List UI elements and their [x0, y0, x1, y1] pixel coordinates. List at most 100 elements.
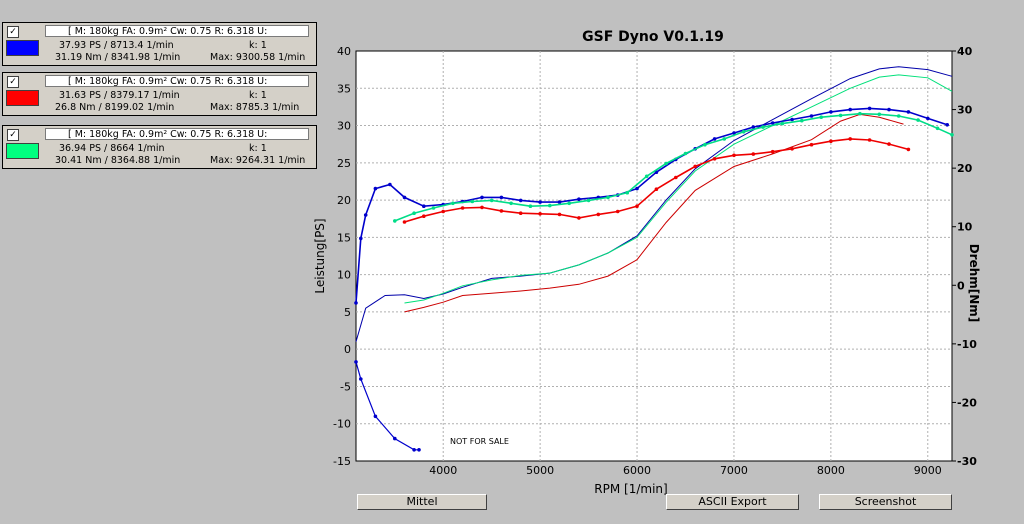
torque-point-1 [867, 106, 872, 111]
torque-point-3 [509, 201, 513, 206]
curve-2-torque: 26.8 Nm / 8199.02 1/min [55, 102, 175, 113]
y-tick-label: 10 [337, 269, 351, 282]
mittel-button[interactable]: Mittel [357, 494, 487, 510]
torque-point-2 [422, 214, 426, 218]
screenshot-button[interactable]: Screenshot [819, 494, 952, 510]
torque-point-3 [800, 118, 804, 123]
torque-point-3 [950, 133, 954, 137]
plot-area [355, 50, 953, 462]
curve-3-color-swatch[interactable] [6, 143, 39, 159]
torque-point-2 [712, 157, 717, 161]
torque-point-3 [761, 125, 765, 129]
torque-point-3 [877, 112, 882, 117]
torque-point-2 [615, 209, 620, 214]
torque-point-3 [683, 151, 688, 156]
y2-tick-label: 10 [957, 221, 973, 234]
curve-2-max: Max: 8785.3 1/min [210, 102, 300, 113]
torque-point-3 [722, 137, 727, 141]
y-tick-label: 40 [337, 45, 351, 58]
torque-point-3 [858, 111, 862, 116]
power-tail-point [393, 436, 397, 441]
torque-point-1 [770, 121, 775, 125]
torque-point-2 [790, 147, 794, 151]
curve-3-checkbox[interactable]: ✓ [7, 129, 19, 141]
torque-point-2 [557, 212, 562, 217]
torque-point-1 [557, 200, 562, 204]
torque-point-3 [528, 204, 533, 208]
y-tick-label: -15 [333, 455, 351, 468]
torque-point-2 [635, 204, 639, 208]
torque-point-2 [751, 152, 756, 156]
x-tick-label: 5000 [526, 464, 554, 477]
curve-3-max: Max: 9264.31 1/min [210, 155, 306, 166]
curve-2-power: 31.63 PS / 8379.17 1/min [59, 90, 180, 101]
y-tick-label: 20 [337, 194, 351, 207]
curve-2-checkbox[interactable]: ✓ [7, 76, 19, 88]
torque-point-2 [770, 149, 775, 154]
chart-title: GSF Dyno V0.1.19 [582, 29, 724, 45]
power-tail-point [359, 377, 363, 381]
power-line-2 [404, 113, 904, 313]
torque-point-2 [596, 212, 601, 217]
y2-tick-label: 40 [957, 45, 973, 58]
torque-point-2 [829, 139, 833, 143]
curve-3-power: 36.94 PS / 8664 1/min [59, 143, 165, 154]
y-tick-label: 35 [337, 82, 351, 95]
curve-1-k: k: 1 [249, 40, 267, 51]
power-tail-point [417, 448, 421, 452]
torque-point-3 [412, 211, 416, 215]
torque-point-2 [848, 137, 852, 141]
torque-point-2 [480, 205, 484, 210]
curve-1-color-swatch[interactable] [6, 40, 39, 56]
y2-tick-label: 20 [957, 162, 973, 175]
torque-point-2 [441, 209, 446, 214]
torque-point-1 [577, 197, 581, 201]
torque-point-3 [664, 161, 668, 166]
curve-1-torque: 31.19 Nm / 8341.98 1/min [55, 52, 181, 63]
x-tick-label: 8000 [817, 464, 845, 477]
torque-line-3 [394, 112, 953, 222]
torque-point-1 [422, 204, 426, 208]
torque-point-1 [809, 114, 814, 118]
torque-point-1 [829, 110, 833, 114]
power-line-3 [404, 74, 953, 304]
torque-point-3 [838, 113, 843, 118]
torque-point-1 [480, 195, 484, 200]
y-tick-label: 30 [337, 120, 351, 133]
torque-point-1 [373, 186, 378, 191]
curve-3-header: [ M: 180kg FA: 0.9m² Cw: 0.75 R: 6.318 U… [45, 128, 309, 140]
ascii-export-button[interactable]: ASCII Export [666, 494, 799, 510]
x-tick-label: 6000 [623, 464, 651, 477]
torque-point-3 [431, 206, 436, 210]
torque-point-3 [567, 201, 571, 206]
curve-panel-3: ✓ [ M: 180kg FA: 0.9m² Cw: 0.75 R: 6.318… [2, 125, 317, 169]
curve-panel-1: ✓ [ M: 180kg FA: 0.9m² Cw: 0.75 R: 6.318… [2, 22, 317, 66]
torque-point-3 [606, 195, 610, 200]
curve-1-max: Max: 9300.58 1/min [210, 52, 306, 63]
torque-point-1 [751, 125, 756, 129]
torque-point-3 [548, 203, 552, 208]
torque-point-3 [935, 126, 940, 131]
torque-point-1 [790, 117, 794, 122]
torque-point-2 [499, 209, 504, 213]
torque-point-3 [451, 201, 455, 206]
y2-tick-label: -30 [957, 455, 977, 468]
torque-point-1 [518, 198, 523, 203]
power-tail-point [373, 414, 378, 419]
watermark: NOT FOR SALE [450, 437, 509, 446]
curve-panel-2: ✓ [ M: 180kg FA: 0.9m² Cw: 0.75 R: 6.318… [2, 72, 317, 116]
series-layer [354, 66, 954, 452]
axis-ticks: 4000 5000 6000 7000 8000 9000 -15 -10 -5 0 5 10 15 20… [333, 45, 977, 477]
curve-2-color-swatch[interactable] [6, 90, 39, 106]
y-tick-label: 0 [344, 343, 351, 356]
curve-1-checkbox[interactable]: ✓ [7, 26, 19, 38]
x-tick-label: 9000 [914, 464, 942, 477]
torque-point-1 [906, 110, 911, 114]
y-tick-label: -10 [333, 418, 351, 431]
torque-point-3 [916, 118, 920, 122]
torque-point-3 [896, 114, 901, 118]
torque-point-3 [703, 142, 707, 147]
torque-point-1 [388, 182, 392, 187]
y2-tick-label: 30 [957, 104, 973, 117]
